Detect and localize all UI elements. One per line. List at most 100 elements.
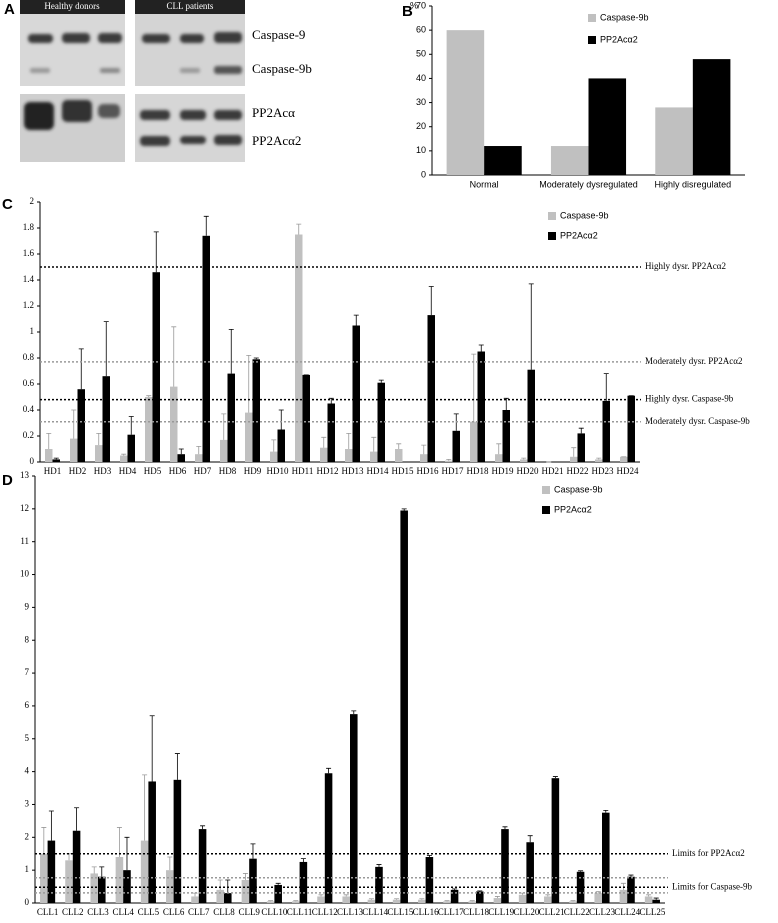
y-tick-label: 2	[30, 196, 35, 206]
error-bar	[446, 459, 452, 461]
bar	[95, 445, 103, 462]
error-bar	[428, 286, 434, 316]
error-bar	[78, 348, 84, 390]
x-tick-label: CLL6	[163, 907, 185, 917]
error-bar	[221, 413, 227, 440]
bar	[90, 873, 98, 903]
error-bar	[275, 882, 281, 885]
error-bar	[128, 416, 134, 435]
bar	[502, 410, 510, 462]
bar	[476, 891, 484, 903]
x-tick-label: HD4	[119, 466, 137, 476]
error-bar	[421, 444, 427, 455]
bar	[148, 781, 156, 903]
error-bar	[300, 858, 306, 862]
error-bar	[41, 827, 47, 854]
bar	[692, 59, 731, 175]
bar	[370, 451, 378, 462]
error-bar	[343, 894, 349, 897]
x-tick-label: HD22	[567, 466, 589, 476]
bar	[342, 896, 350, 903]
error-bar	[296, 223, 302, 235]
error-bar	[53, 457, 59, 460]
error-bar	[426, 854, 432, 858]
error-bar	[167, 856, 173, 871]
error-bar	[378, 379, 384, 383]
bar	[627, 876, 635, 903]
bar	[145, 397, 153, 462]
error-bar	[528, 283, 534, 370]
bar	[292, 901, 300, 903]
x-tick-label: CLL21	[539, 907, 565, 917]
error-bar	[293, 900, 299, 902]
blot-bands	[24, 32, 242, 146]
x-tick-label: CLL16	[413, 907, 439, 917]
error-bar	[74, 807, 80, 831]
y-tick-label: 2	[25, 831, 30, 841]
x-tick-label: CLL8	[213, 907, 235, 917]
y-tick-label: 0.6	[23, 378, 35, 388]
x-tick-label: HD18	[467, 466, 489, 476]
bar	[177, 454, 185, 462]
x-tick-label: HD12	[317, 466, 339, 476]
legend-label: PP2Acα2	[600, 34, 638, 44]
bar	[45, 449, 53, 462]
error-bar	[96, 433, 102, 446]
error-bar	[203, 215, 209, 236]
y-tick-label: 40	[416, 73, 426, 83]
bar	[350, 714, 358, 903]
reference-label: Highly dysr. Caspase-9b	[645, 394, 734, 404]
error-bar	[268, 900, 274, 902]
y-tick-label: 7	[25, 667, 30, 677]
error-bar	[545, 894, 551, 897]
bar	[594, 893, 602, 903]
error-bar	[368, 898, 374, 900]
error-bar	[376, 864, 382, 867]
x-tick-label: HD19	[492, 466, 514, 476]
bar	[468, 901, 476, 903]
x-tick-label: CLL23	[589, 907, 615, 917]
x-tick-label: CLL3	[87, 907, 109, 917]
error-bar	[578, 870, 584, 872]
x-tick-label: HD15	[392, 466, 414, 476]
bar	[115, 857, 124, 903]
y-tick-label: 6	[25, 700, 30, 710]
x-tick-label: CLL10	[261, 907, 287, 917]
y-tick-label: 0	[421, 169, 426, 179]
blot-membrane	[135, 94, 245, 162]
bar	[602, 400, 610, 462]
reference-label: Limits for PP2Acα2	[672, 848, 745, 858]
error-bar	[217, 879, 223, 890]
x-tick-label: CLL2	[62, 907, 84, 917]
bar	[220, 439, 228, 462]
bar	[72, 830, 81, 903]
x-tick-label: CLL14	[362, 907, 388, 917]
bar	[619, 889, 628, 903]
panel-letter: B	[402, 3, 413, 20]
bar	[320, 447, 328, 462]
bar	[102, 376, 110, 462]
band-label: Caspase-9	[252, 27, 305, 42]
error-bar	[91, 866, 97, 874]
bar	[170, 386, 178, 462]
error-bar	[178, 448, 184, 455]
error-bar	[271, 439, 277, 452]
x-tick-label: HD16	[417, 466, 439, 476]
bar	[375, 866, 383, 903]
bar	[445, 460, 453, 462]
blot-header-bg	[20, 0, 125, 14]
error-bar	[253, 357, 259, 360]
panel-letter: C	[2, 196, 13, 213]
y-tick-label: 12	[20, 503, 29, 513]
error-bar	[578, 427, 584, 434]
bar	[655, 107, 693, 175]
reference-label: Moderately dysr. PP2Acα2	[645, 356, 742, 366]
bar	[544, 896, 552, 903]
reference-label: Limits for Caspase-9b	[672, 881, 752, 891]
y-tick-label: 10	[20, 569, 30, 579]
bar	[400, 510, 408, 903]
bar	[241, 880, 250, 903]
bar	[495, 454, 503, 462]
bar	[452, 430, 460, 462]
x-tick-label: HD10	[267, 466, 289, 476]
